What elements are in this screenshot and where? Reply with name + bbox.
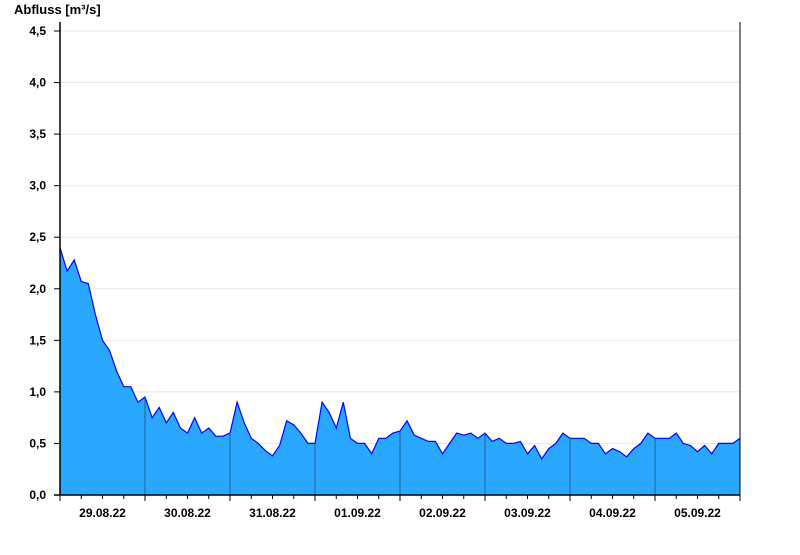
x-tick-label: 31.08.22: [249, 506, 296, 520]
axes: [54, 22, 741, 496]
y-tick-label: 0,0: [29, 488, 46, 502]
y-tick-label: 3,0: [29, 179, 46, 193]
grid: [60, 30, 740, 444]
y-tick-label: 1,5: [29, 333, 46, 347]
x-tick-label: 04.09.22: [589, 506, 636, 520]
x-tick-label: 01.09.22: [334, 506, 381, 520]
y-tick-label: 2,0: [29, 282, 46, 296]
y-tick-label: 4,0: [29, 76, 46, 90]
x-tick-label: 30.08.22: [164, 506, 211, 520]
x-ticks: 29.08.22 30.08.22 31.08.22 01.09.22 02.09.22…: [59, 495, 741, 520]
x-tick-label: 02.09.22: [419, 506, 466, 520]
x-tick-label: 03.09.22: [504, 506, 551, 520]
y-axis-title: Abfluss [m³/s]: [14, 2, 101, 17]
y-tick-label: 2,5: [29, 230, 46, 244]
y-tick-label: 3,5: [29, 127, 46, 141]
x-tick-label: 05.09.22: [674, 506, 721, 520]
y-ticks: 0,0 0,5 1,0 1,5 2,0 2,5 3,0 3,5 4,0 4,5: [29, 24, 60, 502]
y-tick-label: 4,5: [29, 24, 46, 38]
y-tick-label: 1,0: [29, 385, 46, 399]
y-tick-label: 0,5: [29, 436, 46, 450]
day-dividers: [144, 397, 656, 495]
x-tick-label: 29.08.22: [79, 506, 126, 520]
